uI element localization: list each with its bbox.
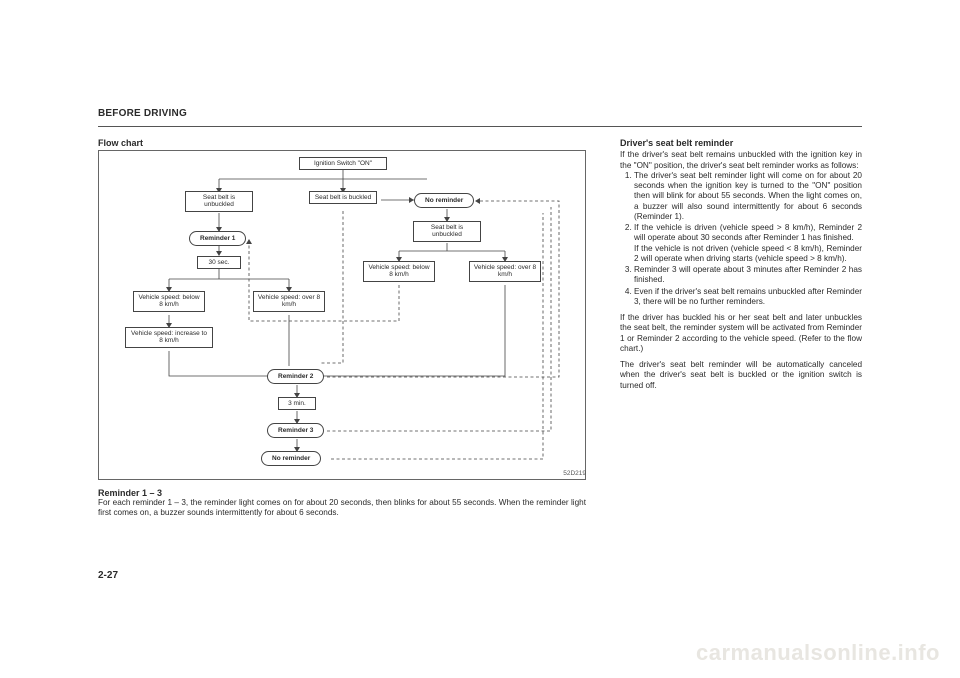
flowchart-diagram: Ignition Switch "ON" Seat belt is unbuck…: [98, 150, 586, 480]
list-item: Even if the driver's seat belt remains u…: [634, 287, 862, 308]
node-speed-over-8-a: Vehicle speed: over 8 km/h: [253, 291, 325, 312]
node-seatbelt-unbuckled: Seat belt is unbuckled: [185, 191, 253, 212]
flowchart-title: Flow chart: [98, 138, 586, 148]
node-ignition: Ignition Switch "ON": [299, 157, 387, 170]
node-speed-increase: Vehicle speed: increase to 8 km/h: [125, 327, 213, 348]
arrow-icon: [475, 198, 480, 204]
list-item: Reminder 3 will operate about 3 minutes …: [634, 265, 862, 286]
left-column: Flow chart: [98, 138, 586, 519]
list-item: The driver's seat belt reminder light wi…: [634, 171, 862, 222]
right-intro: If the driver's seat belt remains unbuck…: [620, 150, 862, 171]
figure-id: 52D219: [563, 470, 586, 477]
node-3min: 3 min.: [278, 397, 316, 410]
caption-body: For each reminder 1 – 3, the reminder li…: [98, 498, 586, 519]
node-seatbelt-buckled: Seat belt is buckled: [309, 191, 377, 204]
watermark: carmanualsonline.info: [696, 640, 940, 666]
arrow-icon: [246, 239, 252, 244]
manual-page: BEFORE DRIVING 2-27 Flow chart: [98, 108, 862, 578]
node-reminder-3: Reminder 3: [267, 423, 324, 438]
right-heading: Driver's seat belt reminder: [620, 138, 862, 149]
node-no-reminder-bottom: No reminder: [261, 451, 321, 466]
caption-heading: Reminder 1 – 3: [98, 488, 586, 498]
node-seatbelt-unbuckled-right: Seat belt is unbuckled: [413, 221, 481, 242]
node-30sec: 30 sec.: [197, 256, 241, 269]
page-number: 2-27: [98, 570, 118, 581]
list-item: If the vehicle is driven (vehicle speed …: [634, 223, 862, 264]
node-reminder-1: Reminder 1: [189, 231, 246, 246]
header-rule: [98, 126, 862, 127]
right-column: Driver's seat belt reminder If the drive…: [620, 138, 862, 391]
node-speed-below-8-a: Vehicle speed: below 8 km/h: [133, 291, 205, 312]
right-para-1: If the driver has buckled his or her sea…: [620, 313, 862, 354]
node-reminder-2: Reminder 2: [267, 369, 324, 384]
section-header: BEFORE DRIVING: [98, 108, 187, 119]
right-list: The driver's seat belt reminder light wi…: [620, 171, 862, 307]
right-para-2: The driver's seat belt reminder will be …: [620, 360, 862, 391]
node-speed-below-8-b: Vehicle speed: below 8 km/h: [363, 261, 435, 282]
node-speed-over-8-b: Vehicle speed: over 8 km/h: [469, 261, 541, 282]
node-no-reminder-top: No reminder: [414, 193, 474, 208]
